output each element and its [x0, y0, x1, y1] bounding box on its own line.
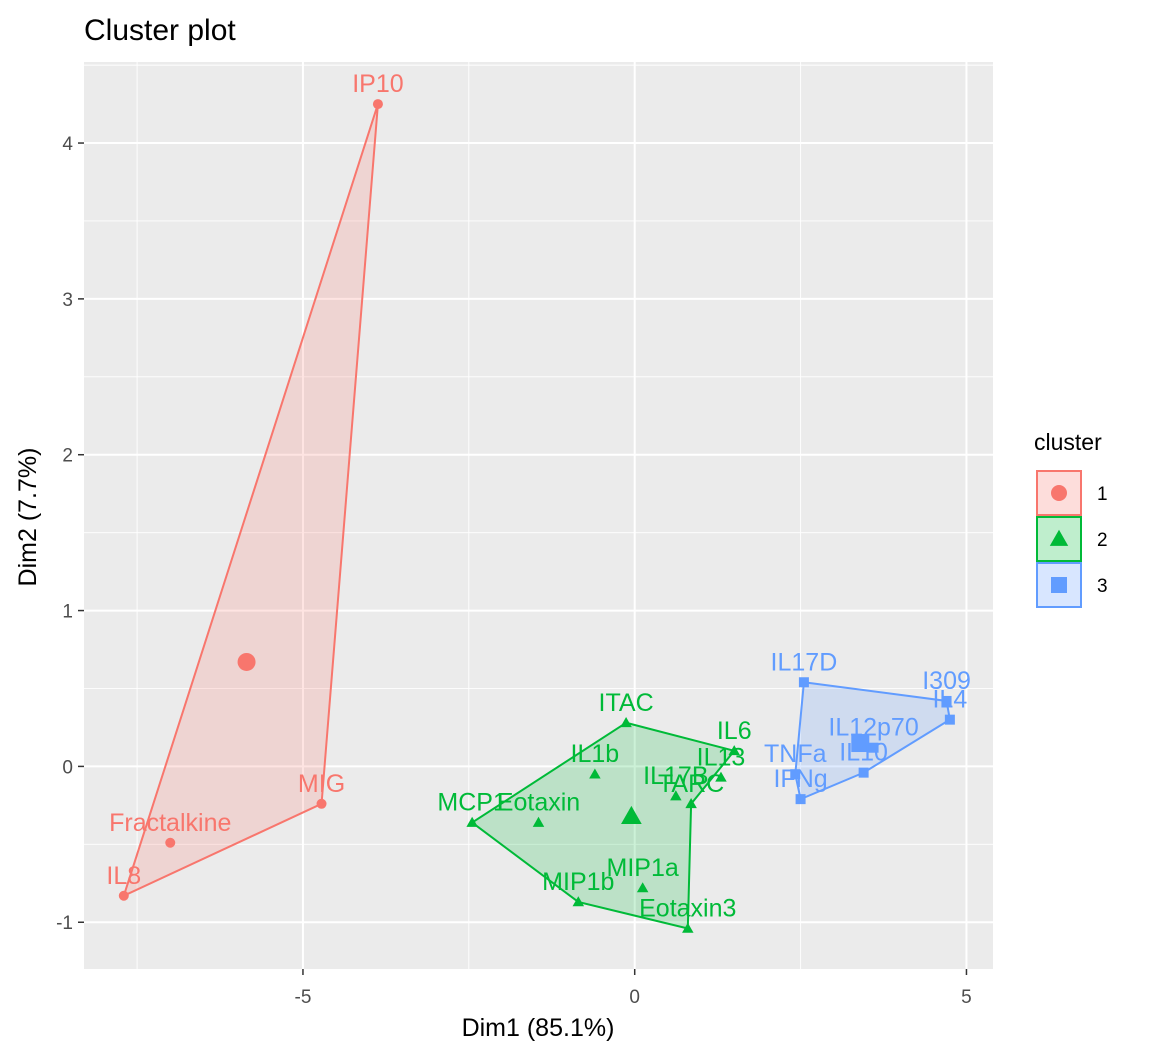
- point-marker: [685, 798, 697, 809]
- y-tick-label: 4: [62, 134, 73, 155]
- x-tick-label: -5: [295, 987, 312, 1008]
- cluster-hull-1: [122, 103, 379, 898]
- point-marker: [682, 922, 694, 933]
- point-label: Eotaxin3: [639, 894, 736, 922]
- point-marker: [941, 695, 952, 706]
- point-label: IL4: [932, 686, 967, 714]
- point-marker: [589, 768, 601, 779]
- point-labels: IP10MIGFractalkineIL8ITACIL1bIL6IL13IL17…: [106, 70, 970, 922]
- point-marker: [316, 798, 327, 809]
- point-label: I309: [922, 667, 971, 695]
- point-marker: [572, 896, 585, 907]
- point-marker: [532, 816, 545, 827]
- cluster-centroid-1: [237, 652, 256, 671]
- point-marker: [670, 790, 682, 801]
- legend-symbol-2: [1049, 529, 1069, 546]
- legend-label: 2: [1097, 530, 1108, 551]
- legend-title: cluster: [1034, 429, 1102, 455]
- y-tick-label: 1: [62, 602, 73, 623]
- point-label: MIG: [298, 770, 345, 798]
- point-marker: [728, 745, 740, 756]
- legend-label: 3: [1097, 576, 1108, 597]
- chart-title: Cluster plot: [84, 14, 236, 47]
- x-axis-title: Dim1 (85.1%): [462, 1014, 615, 1042]
- legend-symbol-1: [1051, 485, 1067, 501]
- legend-symbol-3: [1051, 577, 1067, 593]
- data-points: [118, 99, 955, 933]
- point-label: IL17D: [771, 648, 838, 676]
- point-marker: [798, 677, 809, 688]
- legend-label: 1: [1097, 484, 1108, 505]
- point-label: Eotaxin: [497, 789, 580, 817]
- point-label: TARC: [658, 770, 724, 798]
- point-label: IL10: [839, 739, 888, 767]
- point-label: IFNg: [773, 765, 827, 793]
- point-label: MIP1b: [542, 868, 614, 896]
- cluster-centroid-3: [851, 734, 870, 753]
- point-label: IL17B: [643, 762, 708, 790]
- cluster-centroid-2: [621, 805, 642, 825]
- point-marker: [466, 816, 478, 827]
- axis-ticks: -5 0 5 -1 0 1 2 3 4: [56, 134, 972, 1008]
- point-marker: [715, 771, 727, 782]
- point-label: Fractalkine: [109, 809, 231, 837]
- point-label: IL12p70: [828, 714, 918, 742]
- point-label: IL6: [717, 717, 752, 745]
- y-axis-title: Dim2 (7.7%): [14, 448, 42, 587]
- point-marker: [372, 99, 383, 110]
- x-tick-label: 0: [629, 987, 640, 1008]
- point-label: MIP1a: [607, 854, 679, 882]
- point-label: IL1b: [571, 740, 620, 768]
- point-marker: [636, 882, 649, 893]
- point-label: IP10: [352, 70, 403, 98]
- point-marker: [790, 769, 801, 780]
- point-marker: [165, 837, 176, 848]
- point-label: IL8: [106, 862, 141, 890]
- y-tick-label: -1: [56, 913, 73, 934]
- point-marker: [858, 767, 869, 778]
- point-marker: [620, 717, 632, 728]
- y-tick-label: 3: [62, 290, 73, 311]
- point-label: MCP1: [437, 789, 506, 817]
- legend: cluster 1 2 3: [1034, 429, 1108, 608]
- x-tick-label: 5: [961, 987, 972, 1008]
- point-marker: [118, 890, 129, 901]
- point-marker: [795, 794, 806, 805]
- point-label: IL13: [697, 743, 746, 771]
- point-marker: [868, 742, 879, 753]
- point-marker: [944, 714, 955, 725]
- point-label: TNFa: [764, 740, 827, 768]
- y-tick-label: 2: [62, 446, 73, 467]
- y-tick-label: 0: [62, 757, 73, 778]
- point-label: ITAC: [599, 689, 654, 717]
